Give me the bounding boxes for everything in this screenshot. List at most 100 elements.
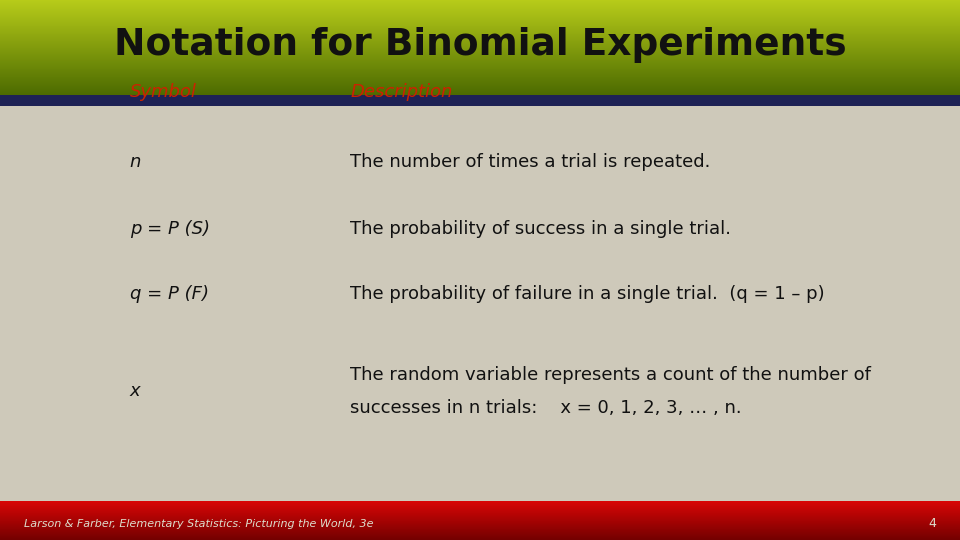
Bar (0, 501, 960, 502)
Bar (0, 531, 960, 532)
Bar (0, 516, 960, 517)
Bar (0, 514, 960, 515)
Bar (0, 523, 960, 524)
Bar (0, 13, 960, 14)
Bar (0, 33, 960, 35)
Bar (0, 533, 960, 534)
Bar (0, 537, 960, 538)
Bar (0, 515, 960, 516)
Bar (0, 539, 960, 540)
Bar (0, 91, 960, 92)
Bar (0, 502, 960, 503)
Bar (0, 534, 960, 535)
Bar (0, 535, 960, 536)
Bar (0, 6, 960, 8)
Bar (0, 502, 960, 503)
Bar (0, 509, 960, 510)
Bar (0, 531, 960, 532)
Bar (0, 71, 960, 72)
Bar (0, 62, 960, 63)
Bar (0, 30, 960, 31)
Bar (0, 535, 960, 536)
Bar (0, 92, 960, 93)
Bar (0, 33, 960, 34)
Bar (0, 531, 960, 532)
Bar (0, 73, 960, 75)
Bar (0, 526, 960, 528)
Bar (0, 529, 960, 530)
Bar (0, 66, 960, 68)
Bar (0, 44, 960, 45)
Bar (0, 511, 960, 512)
Bar (0, 17, 960, 18)
Bar (0, 534, 960, 535)
Bar (0, 512, 960, 514)
Bar (0, 524, 960, 525)
Text: q = P (F): q = P (F) (130, 285, 208, 303)
Bar (0, 18, 960, 19)
Bar (0, 516, 960, 517)
Bar (0, 46, 960, 47)
Bar (0, 83, 960, 84)
Bar (0, 28, 960, 29)
Bar (0, 48, 960, 49)
Bar (0, 517, 960, 518)
Bar (0, 5, 960, 6)
Bar (0, 76, 960, 77)
Bar (0, 56, 960, 57)
Bar (0, 519, 960, 521)
Bar (0, 66, 960, 67)
Bar (0, 504, 960, 505)
Bar (0, 80, 960, 81)
Bar (0, 67, 960, 68)
Bar (0, 537, 960, 538)
Bar (0, 516, 960, 517)
Bar (0, 511, 960, 512)
Bar (0, 508, 960, 509)
Bar (0, 523, 960, 524)
Bar (0, 39, 960, 40)
Bar (0, 538, 960, 539)
Bar (0, 5, 960, 6)
Bar (0, 38, 960, 39)
Bar (0, 58, 960, 59)
Bar (0, 50, 960, 51)
Bar (0, 5, 960, 6)
Text: successes in n trials:    x = 0, 1, 2, 3, … , n.: successes in n trials: x = 0, 1, 2, 3, …… (350, 399, 742, 417)
Bar (0, 11, 960, 12)
Bar (0, 505, 960, 506)
Bar (0, 508, 960, 509)
Bar (0, 505, 960, 506)
Bar (0, 23, 960, 24)
Bar (0, 517, 960, 518)
Bar (0, 15, 960, 16)
Bar (0, 532, 960, 533)
Bar (0, 3, 960, 4)
Bar (0, 45, 960, 46)
Bar (0, 505, 960, 507)
Bar (0, 531, 960, 532)
Bar (0, 503, 960, 504)
Bar (0, 9, 960, 10)
Bar (0, 527, 960, 528)
Bar (0, 8, 960, 9)
Bar (0, 4, 960, 5)
Bar (0, 57, 960, 58)
Bar (0, 62, 960, 63)
Bar (0, 69, 960, 70)
Bar (0, 61, 960, 62)
Bar (0, 63, 960, 64)
Bar (0, 507, 960, 508)
Bar (0, 519, 960, 520)
Bar (0, 7, 960, 8)
Bar (0, 29, 960, 30)
Bar (0, 532, 960, 534)
Bar (0, 503, 960, 504)
Bar (0, 517, 960, 518)
Bar (0, 508, 960, 509)
Bar (0, 1, 960, 2)
Bar (0, 71, 960, 72)
Bar (0, 56, 960, 57)
Bar (0, 521, 960, 522)
Bar (0, 534, 960, 535)
